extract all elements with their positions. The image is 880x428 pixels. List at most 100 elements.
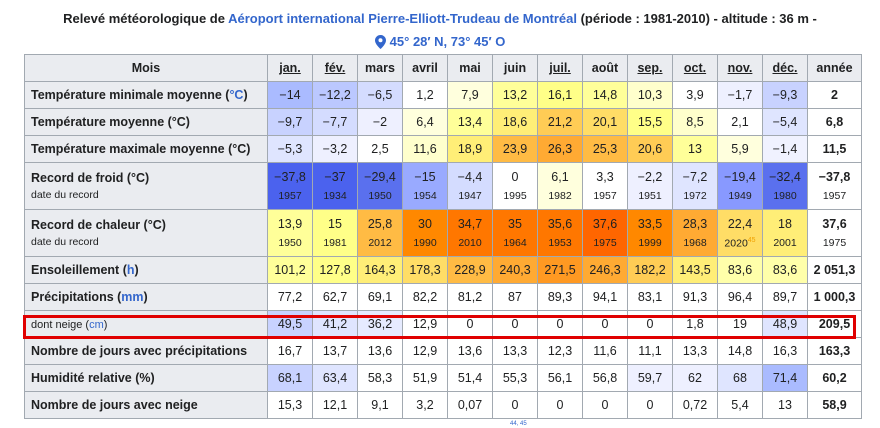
value-cell: 164,3 bbox=[357, 256, 403, 284]
value-cell: 68 bbox=[717, 364, 763, 392]
unit-link[interactable]: mm bbox=[121, 290, 144, 304]
value-cell: 89,3 bbox=[537, 283, 583, 311]
unit-link[interactable]: °C bbox=[229, 88, 244, 102]
value-cell: 0 1995 bbox=[492, 162, 538, 210]
annual-cell: 163,3 bbox=[807, 337, 862, 365]
cell-value: −29,4 bbox=[364, 170, 396, 184]
cell-year: 1957 bbox=[278, 190, 302, 202]
value-cell: 33,5 1999 bbox=[627, 209, 673, 257]
cell-year: 1953 bbox=[548, 237, 572, 249]
row-label: Nombre de jours avec précipitations bbox=[24, 337, 268, 365]
value-cell: 77,2 bbox=[267, 283, 313, 311]
cell-value: 0 bbox=[466, 317, 474, 331]
coordinates-link[interactable]: 45° 28′ N, 73° 45′ O bbox=[0, 33, 880, 54]
value-cell: 13 bbox=[762, 391, 808, 419]
cell-value: 51,4 bbox=[457, 371, 483, 385]
cell-value: −32,4 bbox=[769, 170, 801, 184]
location-link[interactable]: Aéroport international Pierre-Elliott-Tr… bbox=[228, 11, 577, 26]
cell-value: 13,6 bbox=[457, 344, 483, 358]
cell-value: −5,4 bbox=[772, 115, 798, 129]
cell-value: 83,6 bbox=[727, 263, 753, 277]
cell-value: 23,9 bbox=[502, 142, 528, 156]
cell-value: 15,5 bbox=[637, 115, 663, 129]
unit-link[interactable]: cm bbox=[89, 319, 104, 331]
cell-value: −7,2 bbox=[682, 170, 708, 184]
value-cell: −5,4 bbox=[762, 108, 808, 136]
header-month[interactable]: nov. bbox=[717, 54, 763, 82]
cell-value: 12,9 bbox=[412, 344, 438, 358]
cell-value: −7,7 bbox=[322, 115, 348, 129]
cell-value: 15 bbox=[328, 217, 342, 231]
cell-value: 36,2 bbox=[367, 317, 393, 331]
value-cell: 14,8 bbox=[582, 81, 628, 109]
value-cell: 87 bbox=[492, 283, 538, 311]
header-month[interactable]: oct. bbox=[672, 54, 718, 82]
unit-link[interactable]: h bbox=[126, 263, 135, 277]
value-cell: 10,3 bbox=[627, 81, 673, 109]
value-cell: 0 bbox=[537, 310, 583, 338]
value-cell: 240,3 bbox=[492, 256, 538, 284]
cell-value: 13,7 bbox=[322, 344, 348, 358]
cell-value: −2,2 bbox=[637, 170, 663, 184]
cell-value: 271,5 bbox=[544, 263, 576, 277]
cell-year: 1950 bbox=[368, 190, 392, 202]
cell-value: 127,8 bbox=[319, 263, 351, 277]
cell-value: 0,72 bbox=[682, 398, 708, 412]
header-month: mai bbox=[447, 54, 493, 82]
value-cell: 13,3 bbox=[672, 337, 718, 365]
value-cell: 1,2 bbox=[402, 81, 448, 109]
value-cell: 8,5 bbox=[672, 108, 718, 136]
value-cell: 11,6 bbox=[582, 337, 628, 365]
value-cell: 12,1 bbox=[312, 391, 358, 419]
footnote-marker[interactable]: 45 bbox=[747, 236, 756, 244]
cell-value: 13,4 bbox=[457, 115, 483, 129]
cell-value: −14 bbox=[279, 88, 301, 102]
cell-value: 83,6 bbox=[772, 263, 798, 277]
cell-value: 11,6 bbox=[413, 142, 437, 156]
cell-value: 3,9 bbox=[686, 88, 704, 102]
header-month[interactable]: juil. bbox=[537, 54, 583, 82]
value-cell: 68,1 bbox=[267, 364, 313, 392]
value-cell: 16,3 bbox=[762, 337, 808, 365]
cell-value: 62,7 bbox=[322, 290, 348, 304]
row-label-text: Température moyenne (°C) bbox=[31, 115, 190, 129]
value-cell: 28,3 1968 bbox=[672, 209, 718, 257]
cell-year: 1968 bbox=[683, 237, 707, 249]
annual-value: 209,5 bbox=[818, 317, 851, 331]
header-month[interactable]: déc. bbox=[762, 54, 808, 82]
header-month[interactable]: fév. bbox=[312, 54, 358, 82]
cell-value: 16,7 bbox=[277, 344, 303, 358]
value-cell: 16,1 bbox=[537, 81, 583, 109]
cell-value: 0 bbox=[601, 398, 609, 412]
value-cell: 20,6 bbox=[627, 135, 673, 163]
header-annual: année bbox=[807, 54, 862, 82]
header-month[interactable]: sep. bbox=[627, 54, 673, 82]
cell-value: 71,4 bbox=[772, 371, 798, 385]
cell-value: 14,8 bbox=[592, 88, 618, 102]
cell-value: 0 bbox=[556, 317, 564, 331]
cell-value: 10,3 bbox=[637, 88, 663, 102]
cell-year: 1950 bbox=[278, 237, 302, 249]
row-label: Température maximale moyenne (°C) bbox=[24, 135, 268, 163]
value-cell: 6,1 1982 bbox=[537, 162, 583, 210]
cell-value: 77,2 bbox=[277, 290, 303, 304]
cell-value: 18,9 bbox=[457, 142, 483, 156]
value-cell: 11,6 bbox=[402, 135, 448, 163]
value-cell: 15,3 bbox=[267, 391, 313, 419]
cell-year: 2010 bbox=[458, 237, 482, 249]
cell-value: 16,3 bbox=[772, 344, 798, 358]
cell-value: −12,2 bbox=[319, 88, 351, 102]
value-cell: −29,4 1950 bbox=[357, 162, 403, 210]
cell-value: −1,7 bbox=[727, 88, 753, 102]
value-cell: 81,2 bbox=[447, 283, 493, 311]
header-month[interactable]: jan. bbox=[267, 54, 313, 82]
cell-value: 89,3 bbox=[547, 290, 573, 304]
value-cell: −32,4 1980 bbox=[762, 162, 808, 210]
value-cell: 0,72 bbox=[672, 391, 718, 419]
cell-value: 0 bbox=[601, 317, 609, 331]
value-cell: 13,6 bbox=[357, 337, 403, 365]
value-cell: −2 bbox=[357, 108, 403, 136]
value-cell: 37,6 1975 bbox=[582, 209, 628, 257]
footnote-ref[interactable]: 44, 45 bbox=[510, 421, 527, 427]
value-cell: −5,3 bbox=[267, 135, 313, 163]
